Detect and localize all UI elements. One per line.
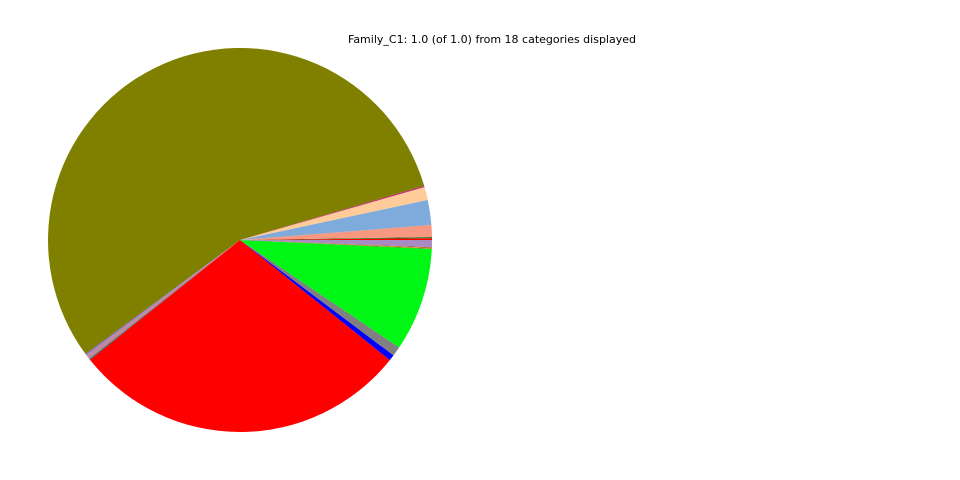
pie-slice-10 [90, 240, 390, 432]
pie-slice-0 [240, 238, 432, 240]
pie-slice-16 [240, 240, 432, 248]
chart-title: Family_C1: 1.0 (of 1.0) from 18 categori… [348, 33, 636, 46]
pie-slice-9 [89, 240, 241, 360]
pie-slice-1 [240, 236, 432, 240]
pie-slice-6 [47, 48, 425, 355]
pie-slice-2 [240, 224, 432, 240]
pie-slice-11 [240, 240, 394, 361]
pie-slice-5 [240, 185, 425, 240]
pie-slice-4 [240, 186, 428, 240]
pie-slice-13 [240, 240, 432, 348]
pie-slice-14 [240, 240, 432, 250]
pie-slice-12 [240, 240, 400, 356]
pie-slice-15 [240, 240, 432, 249]
pie-slice-7 [85, 240, 240, 356]
pie-slice-3 [240, 199, 432, 240]
pie-slice-8 [86, 240, 240, 359]
pie-slice-17 [240, 240, 432, 248]
